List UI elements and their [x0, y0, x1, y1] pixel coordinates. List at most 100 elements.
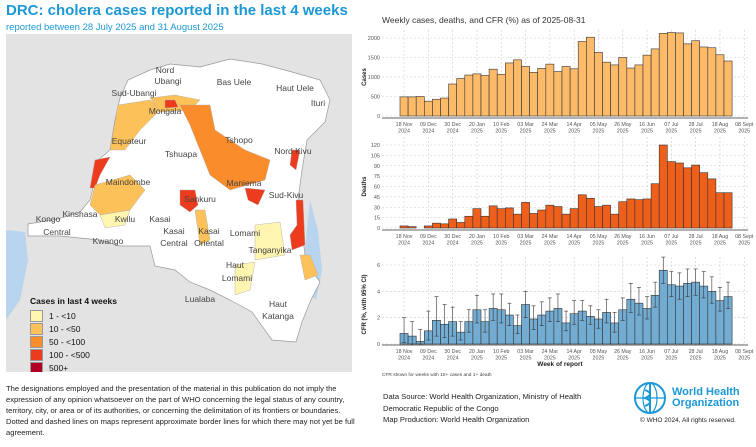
x-tick-label: 28 Jul	[689, 349, 703, 355]
x-tick-label: 03 Mar	[517, 122, 534, 128]
region-tanganyika	[254, 221, 286, 261]
legend-swatch	[30, 361, 43, 372]
who-logo: World Health Organization	[632, 380, 740, 416]
x-tick-label-year: 2025	[714, 356, 726, 362]
bar	[691, 164, 701, 229]
province-label: Haut Uele	[276, 83, 314, 93]
legend-title: Cases in last 4 weeks	[30, 296, 117, 306]
bar	[488, 68, 498, 117]
source-line: Map Production: World Health Organizatio…	[383, 415, 530, 424]
province-label: Maindombe	[105, 177, 151, 187]
x-tick-label: 08 Sept	[735, 349, 754, 355]
bar	[424, 225, 433, 229]
x-tick-label: 09 Dec	[420, 234, 437, 240]
bar	[602, 204, 611, 229]
bar	[586, 36, 595, 117]
y-axis-label: Cases	[362, 68, 368, 86]
bar	[448, 83, 457, 117]
bar	[545, 63, 555, 117]
province-label: Sud-Ubangi	[111, 88, 157, 98]
x-tick-label: 09 Dec	[420, 122, 437, 128]
logo-text: World Health	[672, 386, 740, 398]
legend-swatch	[30, 322, 43, 335]
x-tick-label-year: 2025	[738, 241, 750, 247]
bar	[707, 178, 717, 229]
x-tick-label-year: 2025	[495, 129, 507, 135]
province-label: Lomami	[221, 273, 253, 283]
x-tick-label-year: 2024	[398, 129, 410, 135]
bar	[480, 75, 490, 117]
y-tick-label: 1000	[368, 75, 380, 81]
bar	[440, 223, 449, 229]
who-emblem-icon	[634, 382, 666, 414]
x-tick-label: 26 May	[614, 122, 632, 128]
y-tick-label: 105	[371, 153, 380, 159]
province-label: Kasai	[198, 226, 220, 236]
x-tick-label: 18 Aug	[712, 234, 729, 240]
x-tick-label-year: 2024	[447, 241, 459, 247]
bar	[634, 199, 644, 229]
x-tick-label: 24 Mar	[542, 349, 559, 355]
x-tick-label: 20 Jan	[469, 122, 485, 128]
x-tick-label: 24 Mar	[542, 122, 559, 128]
region-kasai-oriental	[194, 209, 211, 246]
bar	[432, 222, 441, 229]
x-tick-label: 30 Dec	[444, 122, 461, 128]
bar	[569, 208, 579, 229]
legend-item: 500+	[30, 361, 117, 372]
legend-item: 10 - <50	[30, 322, 117, 335]
bar	[472, 208, 482, 229]
x-tick-label: 03 Mar	[517, 349, 534, 355]
region-east-orange	[299, 254, 319, 281]
x-tick-label-year: 2025	[690, 356, 702, 362]
x-tick-label: 30 Dec	[444, 349, 461, 355]
drc-map: Nord Ubangi Bas Uele Sud-Ubangi Haut Uele Itu…	[6, 34, 352, 372]
bar	[699, 46, 709, 117]
y-tick-label: 2000	[368, 36, 380, 42]
bar	[683, 167, 692, 229]
bar	[399, 96, 409, 117]
bar	[658, 144, 668, 229]
bar	[415, 96, 425, 117]
source-line: Data Source: World Health Organization, …	[383, 392, 582, 401]
bar	[521, 202, 530, 229]
region-sudkivu-red	[289, 199, 306, 251]
legend-label: 10 - <50	[49, 323, 81, 334]
bar	[610, 64, 620, 117]
x-tick-label-year: 2025	[568, 356, 580, 362]
bar	[456, 78, 466, 117]
x-tick-label: 14 Apr	[566, 234, 582, 240]
x-tick-label: 30 Dec	[444, 234, 461, 240]
province-label: Kasai	[149, 214, 171, 224]
y-tick-label: 2	[377, 316, 380, 322]
bar	[602, 61, 611, 117]
x-tick-label-year: 2025	[617, 129, 629, 135]
bar	[496, 208, 506, 229]
bar	[618, 57, 628, 117]
bar	[650, 183, 660, 229]
x-tick-label: 16 Jun	[639, 349, 655, 355]
bar	[480, 215, 490, 229]
bar	[505, 207, 514, 229]
bar	[715, 54, 725, 117]
x-tick-label: 07 Jul	[664, 122, 678, 128]
bar	[537, 209, 547, 229]
legend-label: 500+	[49, 362, 69, 373]
bar	[691, 40, 701, 117]
bar	[496, 73, 506, 117]
bar	[634, 64, 644, 117]
legend-item: 100 - <500	[30, 348, 117, 361]
x-tick-label-year: 2025	[520, 129, 532, 135]
x-tick-label-year: 2025	[471, 241, 483, 247]
x-tick-label-year: 2025	[641, 241, 653, 247]
province-label: Katanga	[262, 311, 294, 321]
bar	[683, 43, 692, 117]
x-tick-label-year: 2025	[641, 129, 653, 135]
x-tick-label: 18 Nov	[396, 234, 413, 240]
legend-label: 50 - <100	[49, 336, 86, 347]
bar	[626, 67, 636, 117]
region-tshopo-orange	[179, 104, 271, 191]
bar	[513, 213, 522, 229]
x-tick-label-year: 2025	[665, 241, 677, 247]
x-tick-label-year: 2024	[398, 356, 410, 362]
